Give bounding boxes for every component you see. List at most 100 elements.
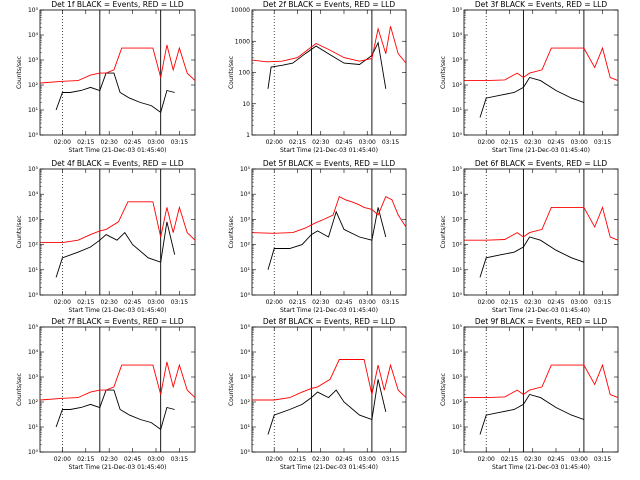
x-tick-label: 02:15 bbox=[501, 456, 518, 463]
x-tick-label: 02:45 bbox=[547, 456, 564, 463]
y-tick-label: 10⁵ bbox=[240, 166, 251, 173]
plot-frame bbox=[463, 9, 619, 136]
x-tick-label: 03:00 bbox=[147, 139, 164, 146]
chart-panel-9: Det 9f BLACK = Events, RED = LLD 10⁰ 10¹ 10… bbox=[440, 317, 619, 471]
x-tick-label: 02:15 bbox=[289, 456, 306, 463]
y-tick-label: 10⁴ bbox=[452, 349, 463, 356]
x-tick-label: 02:30 bbox=[101, 139, 118, 146]
chart-panel-7: Det 7f BLACK = Events, RED = LLD 10⁰ 10¹ 10… bbox=[16, 317, 196, 471]
x-tick-label: 02:45 bbox=[335, 456, 352, 463]
x-tick-label: 02:15 bbox=[501, 299, 518, 306]
y-axis-label: Counts/sec bbox=[16, 215, 23, 248]
plot-frame bbox=[39, 168, 196, 296]
y-tick-label: 10³ bbox=[28, 216, 39, 223]
x-tick-label: 02:00 bbox=[478, 299, 495, 306]
events-series-line bbox=[267, 41, 387, 89]
y-tick-label: 10⁰ bbox=[240, 292, 251, 299]
chart-title: Det 3f BLACK = Events, RED = LLD bbox=[475, 0, 608, 9]
x-tick-label: 02:45 bbox=[335, 299, 352, 306]
events-series-line bbox=[479, 393, 585, 435]
x-tick-label: 02:45 bbox=[335, 139, 352, 146]
y-axis-label: Counts/sec bbox=[228, 373, 235, 406]
y-axis-label: Counts/sec bbox=[16, 56, 23, 89]
x-axis-label: Start Time (21-Dec-03 01:45:40) bbox=[492, 147, 590, 154]
plot-frame bbox=[463, 168, 619, 296]
y-tick-label: 10⁵ bbox=[28, 324, 39, 331]
y-tick-label: 10⁴ bbox=[240, 191, 251, 198]
y-tick-label: 10² bbox=[28, 82, 39, 89]
plot-frame bbox=[39, 326, 196, 453]
x-tick-label: 03:00 bbox=[359, 139, 376, 146]
x-tick-label: 02:45 bbox=[124, 299, 141, 306]
x-axis-label: Start Time (21-Dec-03 01:45:40) bbox=[69, 464, 167, 471]
y-tick-label: 10² bbox=[240, 399, 251, 406]
y-tick-label: 10¹ bbox=[452, 267, 463, 274]
y-tick-label: 10⁵ bbox=[452, 324, 463, 331]
y-tick-label: 10¹ bbox=[240, 424, 251, 431]
x-tick-label: 03:00 bbox=[571, 299, 588, 306]
x-tick-label: 02:30 bbox=[101, 299, 118, 306]
y-tick-label: 10² bbox=[452, 399, 463, 406]
x-tick-label: 03:00 bbox=[571, 139, 588, 146]
chart-title: Det 6f BLACK = Events, RED = LLD bbox=[475, 159, 608, 168]
x-tick-label: 02:30 bbox=[312, 299, 329, 306]
chart-panel-2: Det 2f BLACK = Events, RED = LLD 1 10 100 10… bbox=[228, 0, 407, 154]
x-tick-label: 02:00 bbox=[54, 299, 71, 306]
x-tick-label: 02:45 bbox=[547, 139, 564, 146]
y-tick-label: 10⁴ bbox=[28, 191, 39, 198]
y-tick-label: 10² bbox=[452, 242, 463, 249]
y-tick-label: 10⁰ bbox=[28, 449, 39, 456]
y-axis-label: Counts/sec bbox=[228, 56, 235, 89]
x-axis-label: Start Time (21-Dec-03 01:45:40) bbox=[69, 307, 167, 314]
y-tick-label: 10³ bbox=[28, 374, 39, 381]
y-tick-label: 10⁴ bbox=[28, 32, 39, 39]
lld-series-line bbox=[40, 44, 196, 84]
x-tick-label: 03:15 bbox=[594, 456, 611, 463]
y-tick-label: 10⁴ bbox=[452, 191, 463, 198]
y-tick-label: 100 bbox=[239, 70, 251, 77]
y-tick-label: 10¹ bbox=[452, 107, 463, 114]
y-tick-label: 10⁰ bbox=[452, 449, 463, 456]
x-axis-label: Start Time (21-Dec-03 01:45:40) bbox=[492, 307, 590, 314]
lld-series-line bbox=[252, 195, 407, 234]
y-tick-label: 10⁵ bbox=[28, 166, 39, 173]
x-tick-label: 02:45 bbox=[124, 456, 141, 463]
x-tick-label: 02:30 bbox=[312, 139, 329, 146]
x-tick-label: 03:15 bbox=[171, 299, 188, 306]
y-tick-label: 10⁰ bbox=[240, 449, 251, 456]
lld-series-line bbox=[252, 359, 407, 401]
chart-title: Det 4f BLACK = Events, RED = LLD bbox=[51, 159, 184, 168]
y-tick-label: 10⁰ bbox=[452, 292, 463, 299]
x-tick-label: 03:00 bbox=[147, 299, 164, 306]
y-tick-label: 10⁰ bbox=[28, 292, 39, 299]
y-tick-label: 10⁴ bbox=[28, 349, 39, 356]
chart-panel-6: Det 6f BLACK = Events, RED = LLD 10⁰ 10¹ 10… bbox=[440, 159, 619, 314]
events-series-line bbox=[267, 379, 387, 435]
y-tick-label: 10¹ bbox=[240, 267, 251, 274]
chart-title: Det 1f BLACK = Events, RED = LLD bbox=[51, 0, 184, 9]
chart-title: Det 9f BLACK = Events, RED = LLD bbox=[475, 317, 608, 326]
x-tick-label: 02:00 bbox=[54, 139, 71, 146]
y-tick-label: 10² bbox=[28, 242, 39, 249]
events-series-line bbox=[55, 389, 175, 431]
chart-panel-8: Det 8f BLACK = Events, RED = LLD 10⁰ 10¹ 10… bbox=[228, 317, 407, 471]
x-tick-label: 03:15 bbox=[171, 139, 188, 146]
chart-title: Det 2f BLACK = Events, RED = LLD bbox=[263, 0, 396, 9]
x-tick-label: 03:00 bbox=[147, 456, 164, 463]
x-tick-label: 02:45 bbox=[124, 139, 141, 146]
x-tick-label: 03:00 bbox=[359, 299, 376, 306]
x-axis-label: Start Time (21-Dec-03 01:45:40) bbox=[69, 147, 167, 154]
x-tick-label: 03:15 bbox=[594, 139, 611, 146]
events-series-line bbox=[479, 76, 585, 118]
lld-series-line bbox=[464, 205, 619, 241]
chart-title: Det 5f BLACK = Events, RED = LLD bbox=[263, 159, 396, 168]
y-tick-label: 10¹ bbox=[452, 424, 463, 431]
lld-series-line bbox=[40, 361, 196, 401]
x-tick-label: 02:30 bbox=[312, 456, 329, 463]
y-tick-label: 10⁵ bbox=[240, 324, 251, 331]
x-tick-label: 03:15 bbox=[594, 299, 611, 306]
x-tick-label: 02:15 bbox=[77, 139, 94, 146]
y-tick-label: 10⁰ bbox=[28, 132, 39, 139]
chart-title: Det 7f BLACK = Events, RED = LLD bbox=[51, 317, 184, 326]
